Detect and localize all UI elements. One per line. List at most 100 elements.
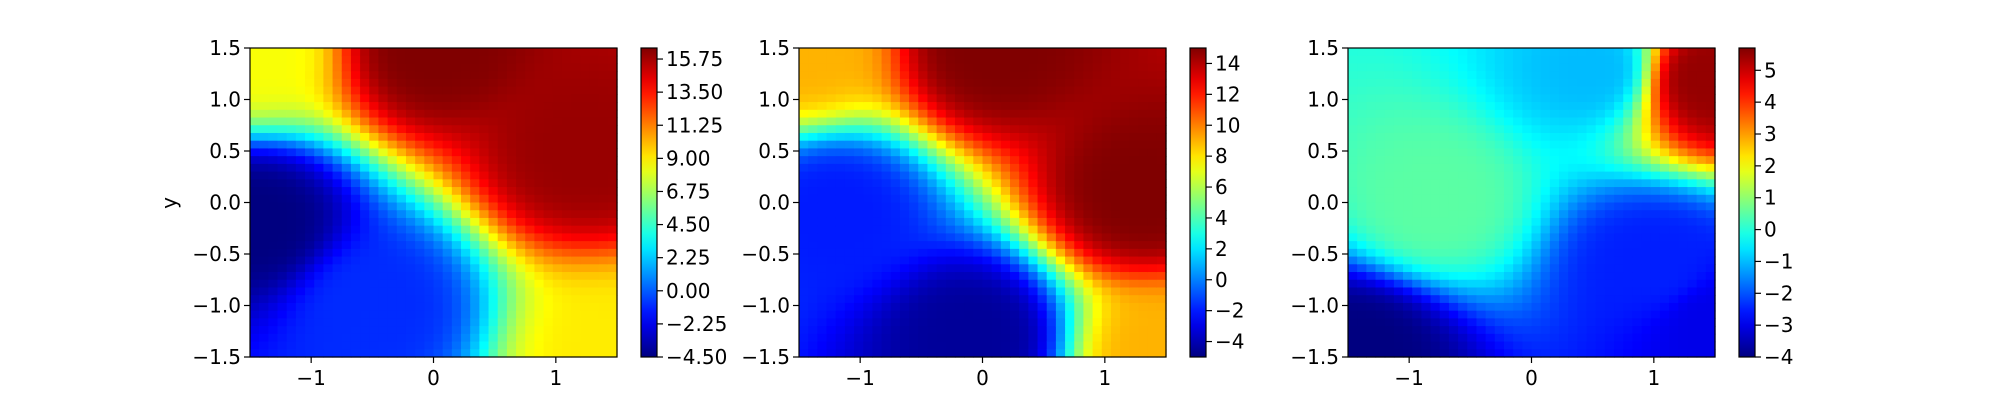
heatmap-cell xyxy=(1065,217,1075,227)
heatmap-cell xyxy=(479,318,490,327)
heatmap-cell xyxy=(1375,148,1386,157)
heatmap-cell xyxy=(799,310,809,319)
heatmap-cell xyxy=(378,132,389,142)
colorbar-tick-label: −2 xyxy=(1215,299,1244,323)
heatmap-cell xyxy=(341,171,352,180)
heatmap-cell xyxy=(1074,310,1085,319)
heatmap-cell xyxy=(1000,132,1011,142)
heatmap-cell xyxy=(964,140,974,150)
heatmap-cell xyxy=(1430,132,1441,142)
heatmap-cell xyxy=(1074,86,1085,95)
heatmap-cell xyxy=(1138,194,1149,204)
heatmap-cell xyxy=(1083,341,1094,350)
heatmap-cell xyxy=(525,48,536,57)
heatmap-cell xyxy=(936,279,947,289)
heatmap-cell xyxy=(369,78,380,88)
heatmap-cell xyxy=(470,148,480,157)
heatmap-cell xyxy=(1595,163,1606,173)
heatmap-cell xyxy=(1476,55,1487,65)
heatmap-cell xyxy=(872,279,883,289)
heatmap-cell xyxy=(936,55,947,65)
heatmap-cell xyxy=(442,125,453,134)
heatmap-cell xyxy=(387,295,398,304)
heatmap-cell xyxy=(1623,225,1634,234)
heatmap-cell xyxy=(1513,341,1523,350)
heatmap-cell xyxy=(808,302,818,312)
heatmap-cell xyxy=(1439,78,1450,88)
heatmap-cell xyxy=(534,55,545,65)
heatmap-cell xyxy=(516,187,526,196)
heatmap-cell xyxy=(936,86,947,95)
heatmap-cell xyxy=(305,156,315,165)
heatmap-cell xyxy=(799,187,809,196)
heatmap-cell xyxy=(1366,86,1377,95)
heatmap-cell xyxy=(1430,86,1441,95)
heatmap-cell xyxy=(1156,341,1167,350)
heatmap-cell xyxy=(571,125,581,134)
heatmap-cell xyxy=(1000,349,1011,358)
heatmap-cell xyxy=(1678,63,1689,72)
heatmap-cell xyxy=(1083,140,1094,150)
heatmap-cell xyxy=(1046,71,1057,80)
heatmap-cell xyxy=(1678,264,1689,273)
heatmap-cell xyxy=(433,295,444,304)
heatmap-cell xyxy=(817,233,828,242)
heatmap-cell xyxy=(571,202,581,211)
heatmap-cell xyxy=(1448,349,1459,358)
heatmap-cell xyxy=(350,349,361,358)
heatmap-cell xyxy=(1439,148,1450,157)
heatmap-cell xyxy=(461,210,471,219)
heatmap-cell xyxy=(1156,86,1167,95)
heatmap-cell xyxy=(607,248,618,258)
heatmap-cell xyxy=(396,272,407,281)
heatmap-cell xyxy=(1669,318,1679,327)
heatmap-cell xyxy=(1568,295,1578,304)
heatmap-cell xyxy=(259,295,269,304)
heatmap-cell xyxy=(1586,225,1597,234)
heatmap-cell xyxy=(1055,187,1066,196)
heatmap-cell xyxy=(470,349,480,358)
heatmap-cell xyxy=(1549,349,1560,358)
heatmap-cell xyxy=(936,349,947,358)
heatmap-cell xyxy=(1046,125,1057,134)
heatmap-cell xyxy=(387,233,398,242)
heatmap-cell xyxy=(1458,102,1468,111)
heatmap-cell xyxy=(323,241,334,250)
heatmap-cell xyxy=(277,318,288,327)
heatmap-cell xyxy=(1092,102,1103,111)
heatmap-cell xyxy=(497,132,508,142)
heatmap-cell xyxy=(1366,256,1377,265)
heatmap-cell xyxy=(1494,102,1505,111)
heatmap-cell xyxy=(1595,71,1606,80)
heatmap-cell xyxy=(543,333,554,343)
heatmap-cell xyxy=(497,148,508,157)
heatmap-cell xyxy=(1083,295,1094,304)
heatmap-cell xyxy=(1083,102,1094,111)
heatmap-cell xyxy=(479,302,490,312)
heatmap-cell xyxy=(598,109,609,119)
heatmap-cell xyxy=(1083,326,1094,335)
heatmap-cell xyxy=(1046,302,1057,312)
heatmap-cell xyxy=(835,287,846,296)
heatmap-cell xyxy=(1586,78,1597,88)
heatmap-cell xyxy=(259,194,269,204)
heatmap-cell xyxy=(1074,217,1085,227)
heatmap-cell xyxy=(844,310,855,319)
heatmap-cell xyxy=(1669,272,1679,281)
heatmap-cell xyxy=(1046,132,1057,142)
heatmap-cell xyxy=(1120,156,1130,165)
heatmap-cell xyxy=(826,279,837,289)
heatmap-cell xyxy=(1092,241,1103,250)
heatmap-cell xyxy=(250,225,260,234)
heatmap-cell xyxy=(341,55,352,65)
heatmap-cell xyxy=(909,86,919,95)
heatmap-cell xyxy=(1549,187,1560,196)
heatmap-cell xyxy=(1384,287,1395,296)
heatmap-cell xyxy=(1138,279,1149,289)
heatmap-cell xyxy=(1705,48,1716,57)
heatmap-cell xyxy=(854,341,864,350)
heatmap-cell xyxy=(552,333,563,343)
heatmap-cell xyxy=(305,86,315,95)
heatmap-cell xyxy=(1650,310,1661,319)
heatmap-cell xyxy=(1129,287,1140,296)
